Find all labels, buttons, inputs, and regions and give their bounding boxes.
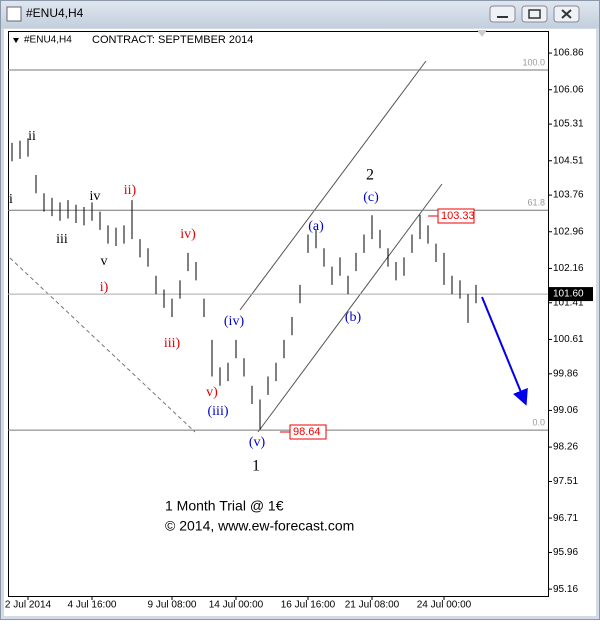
wave-label: 2: [366, 167, 374, 184]
watermark: © 2014, www.ew-forecast.com: [165, 518, 354, 534]
y-tick-label: 98.26: [553, 442, 578, 453]
price-label-box: [437, 208, 475, 224]
level-label: 0.0: [532, 418, 545, 428]
y-tick-label: 95.96: [553, 547, 578, 558]
forecast-arrow: [481, 296, 528, 406]
wave-label: (iv): [224, 314, 245, 329]
y-tick-label: 102.16: [553, 263, 584, 274]
y-tick-label: 99.86: [553, 368, 578, 379]
x-tick-label: 14 Jul 00:00: [209, 600, 264, 611]
y-tick-label: 103.76: [553, 190, 584, 201]
x-tick-label: 4 Jul 16:00: [68, 600, 117, 611]
chart-background: [4, 29, 596, 616]
shift-marker: [477, 30, 487, 37]
current-price-box: [549, 287, 593, 302]
y-tick-label: 104.51: [553, 155, 584, 166]
channel-line: [257, 183, 443, 433]
window-buttons[interactable]: [489, 5, 580, 23]
y-tick-label: 97.51: [553, 476, 578, 487]
trend-line: [9, 257, 196, 433]
y-tick-label: 100.61: [553, 334, 584, 345]
menu-arrow[interactable]: [13, 38, 19, 43]
x-tick-label: 9 Jul 08:00: [148, 600, 197, 611]
wave-label: (b): [345, 310, 362, 325]
wave-label: iv): [180, 227, 196, 242]
x-tick-label: 21 Jul 08:00: [345, 600, 400, 611]
chart-title: CONTRACT: SEPTEMBER 2014: [92, 34, 253, 46]
price-label: 103.33: [441, 210, 475, 222]
wave-label: v: [101, 254, 108, 269]
wave-label: (v): [249, 435, 266, 450]
watermark: 1 Month Trial @ 1€: [165, 498, 284, 514]
wave-label: 1: [252, 458, 260, 475]
wave-label: ii: [28, 129, 36, 144]
wave-label: ii): [124, 183, 137, 198]
chart-symbol: #ENU4,H4: [24, 35, 72, 46]
y-tick-label: 105.31: [553, 119, 584, 130]
y-tick-label: 106.86: [553, 48, 584, 59]
wave-label: (a): [308, 219, 324, 234]
wave-label: iv: [90, 189, 101, 204]
current-price-label: 101.60: [553, 289, 584, 300]
level-label: 100.0: [522, 57, 545, 67]
wave-label: i: [9, 192, 13, 207]
wave-label: iii): [164, 336, 181, 351]
window-title: #ENU4,H4: [26, 6, 84, 20]
price-label: 98.64: [293, 426, 321, 438]
x-tick-label: 2 Jul 2014: [5, 600, 52, 611]
y-tick-label: 96.71: [553, 513, 578, 524]
price-label-box: [289, 424, 327, 440]
y-tick-label: 101.41: [553, 297, 584, 308]
x-tick-label: 24 Jul 00:00: [417, 600, 472, 611]
y-tick-label: 95.16: [553, 584, 578, 595]
plot-border: [8, 31, 549, 597]
restore-button[interactable]: [521, 5, 548, 23]
y-tick-label: 99.06: [553, 405, 578, 416]
window-icon: [6, 6, 22, 22]
x-tick-label: 16 Jul 16:00: [281, 600, 336, 611]
wave-label: v): [206, 385, 218, 400]
wave-label: iii: [56, 232, 68, 247]
y-tick-label: 106.06: [553, 84, 584, 95]
channel-line: [239, 60, 427, 311]
wave-label: (iii): [208, 404, 229, 419]
level-label: 61.8: [527, 198, 545, 208]
wave-label: (c): [363, 190, 379, 205]
wave-label: i): [100, 280, 109, 295]
y-tick-label: 102.96: [553, 226, 584, 237]
minimize-button[interactable]: [489, 5, 516, 23]
